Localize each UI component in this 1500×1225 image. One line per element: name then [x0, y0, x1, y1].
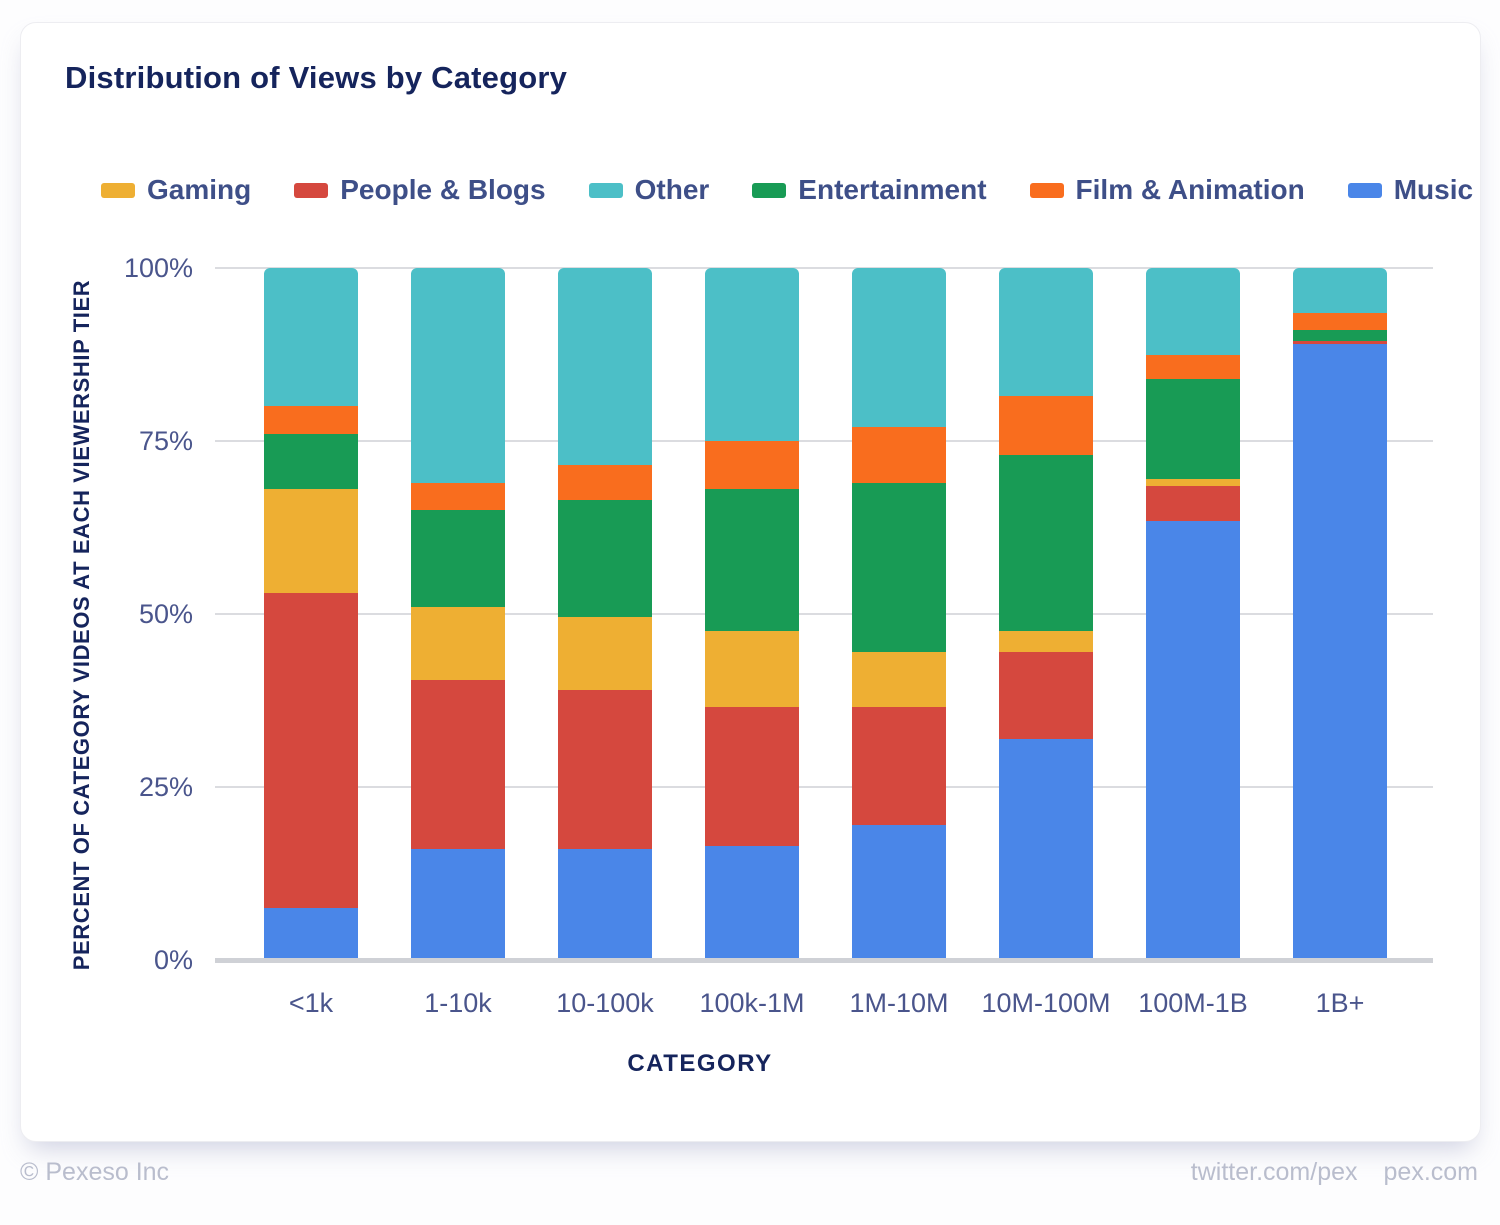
legend-label: Entertainment	[798, 174, 987, 205]
bar-segment-100k-1m-music	[705, 845, 799, 960]
bar-segment-1m-10m-other	[852, 268, 946, 428]
footer-copyright: © Pexeso Inc	[20, 1158, 170, 1186]
bar-segment-100k-1m-gaming	[705, 631, 799, 708]
bar-segment-1-10k-people-blogs	[411, 679, 505, 850]
bar-segment-10m-100m-other	[999, 268, 1093, 397]
bar-10m-100m	[999, 268, 1093, 960]
bar-segment-1b-other	[1293, 268, 1387, 313]
bar-1-10k	[411, 268, 505, 960]
x-axis-baseline	[215, 958, 1433, 963]
bar-segment-100k-1m-people-blogs	[705, 707, 799, 846]
footer-links: twitter.com/pex pex.com	[1191, 1158, 1478, 1187]
legend-item-entertainment[interactable]: Entertainment	[752, 174, 987, 206]
chart-title: Distribution of Views by Category	[65, 60, 568, 95]
bar-segment-10-100k-music	[558, 849, 652, 960]
bar-segment-1k-music	[264, 908, 358, 960]
bar-segment-1m-10m-film-animation	[852, 427, 946, 483]
bar-segment-100m-1b-gaming	[1146, 479, 1240, 486]
x-tick-label-1b: 1B+	[1315, 988, 1365, 1018]
bar-segment-100k-1m-entertainment	[705, 489, 799, 632]
bar-segment-10m-100m-film-animation	[999, 396, 1093, 455]
x-axis-title: CATEGORY	[627, 1050, 773, 1077]
footer-link-twitter[interactable]: twitter.com/pex	[1190, 1158, 1358, 1186]
legend-label: Film & Animation	[1075, 174, 1305, 205]
bar-segment-1b-music	[1293, 344, 1387, 960]
bar-1k	[264, 268, 358, 960]
legend-label: Other	[634, 174, 710, 205]
legend-label: Music	[1393, 174, 1474, 205]
bar-segment-100k-1m-other	[705, 268, 799, 442]
legend-item-music[interactable]: Music	[1347, 174, 1474, 206]
bar-segment-1m-10m-entertainment	[852, 482, 946, 653]
gridline-100	[215, 267, 1433, 269]
bar-segment-10-100k-gaming	[558, 617, 652, 691]
bar-segment-1b-film-animation	[1293, 313, 1387, 331]
y-tick-label-100: 100%	[123, 253, 193, 283]
x-tick-label-1k: <1k	[288, 988, 334, 1018]
y-tick-label-75: 75%	[138, 426, 193, 456]
bar-segment-10-100k-entertainment	[558, 499, 652, 618]
bar-segment-1k-entertainment	[264, 434, 358, 490]
bar-segment-1k-other	[264, 268, 358, 407]
bar-segment-1-10k-film-animation	[411, 482, 505, 511]
bar-segment-10m-100m-entertainment	[999, 454, 1093, 632]
bar-segment-1m-10m-gaming	[852, 652, 946, 708]
legend-item-other[interactable]: Other	[588, 174, 710, 206]
bar-segment-1-10k-entertainment	[411, 510, 505, 608]
x-tick-label-10m-100m: 10M-100M	[981, 988, 1111, 1018]
bar-100k-1m	[705, 268, 799, 960]
bar-100m-1b	[1146, 268, 1240, 960]
x-tick-label-100m-1b: 100M-1B	[1138, 988, 1248, 1018]
bar-segment-10m-100m-people-blogs	[999, 652, 1093, 739]
bar-segment-1b-people-blogs	[1293, 340, 1387, 345]
legend-item-gaming[interactable]: Gaming	[101, 174, 251, 206]
bar-segment-100m-1b-other	[1146, 268, 1240, 355]
legend-item-film-animation[interactable]: Film & Animation	[1029, 174, 1305, 206]
bar-segment-1m-10m-people-blogs	[852, 707, 946, 826]
legend-swatch-music	[1347, 182, 1382, 198]
legend-item-people-blogs[interactable]: People & Blogs	[294, 174, 546, 206]
bar-segment-100m-1b-entertainment	[1146, 378, 1240, 480]
footer-link-website[interactable]: pex.com	[1383, 1158, 1478, 1186]
bar-segment-10-100k-other	[558, 268, 652, 466]
bar-1b	[1293, 268, 1387, 960]
bar-1m-10m	[852, 268, 946, 960]
legend-swatch-gaming	[101, 182, 135, 198]
bar-segment-10-100k-film-animation	[558, 465, 652, 500]
bar-segment-10m-100m-gaming	[999, 631, 1093, 653]
legend: Gaming People & Blogs Other Entertainment Fi…	[101, 174, 1473, 206]
bar-segment-1k-film-animation	[264, 406, 358, 435]
legend-swatch-people-blogs	[294, 182, 329, 198]
y-tick-label-0: 0%	[153, 945, 193, 975]
bar-segment-1-10k-gaming	[411, 607, 505, 680]
bar-segment-1k-gaming	[264, 489, 358, 594]
x-tick-label-100k-1m: 100k-1M	[699, 988, 805, 1018]
bar-segment-1-10k-other	[411, 268, 505, 483]
bar-segment-1m-10m-music	[852, 825, 946, 960]
bar-10-100k	[558, 268, 652, 960]
x-tick-label-1m-10m: 1M-10M	[849, 988, 949, 1018]
bar-segment-1-10k-music	[411, 849, 505, 960]
bar-segment-100m-1b-music	[1146, 520, 1240, 960]
bar-segment-100k-1m-film-animation	[705, 441, 799, 490]
bar-segment-1k-people-blogs	[264, 593, 358, 909]
bar-segment-100m-1b-people-blogs	[1146, 486, 1240, 521]
bar-segment-1b-entertainment	[1293, 330, 1387, 341]
y-tick-label-25: 25%	[138, 772, 193, 802]
bar-segment-10-100k-people-blogs	[558, 690, 652, 850]
bar-segment-100m-1b-film-animation	[1146, 354, 1240, 379]
bar-segment-10m-100m-music	[999, 738, 1093, 960]
legend-label: Gaming	[147, 174, 252, 205]
gridline-50	[215, 613, 1433, 615]
legend-swatch-entertainment	[752, 182, 787, 198]
gridline-75	[215, 440, 1433, 442]
legend-swatch-other	[588, 182, 623, 198]
legend-swatch-film-animation	[1029, 182, 1064, 198]
x-tick-label-10-100k: 10-100k	[556, 988, 654, 1018]
x-tick-label-1-10k: 1-10k	[424, 988, 492, 1018]
y-tick-label-50: 50%	[138, 599, 193, 629]
legend-label: People & Blogs	[340, 174, 546, 205]
gridline-25	[215, 786, 1433, 788]
